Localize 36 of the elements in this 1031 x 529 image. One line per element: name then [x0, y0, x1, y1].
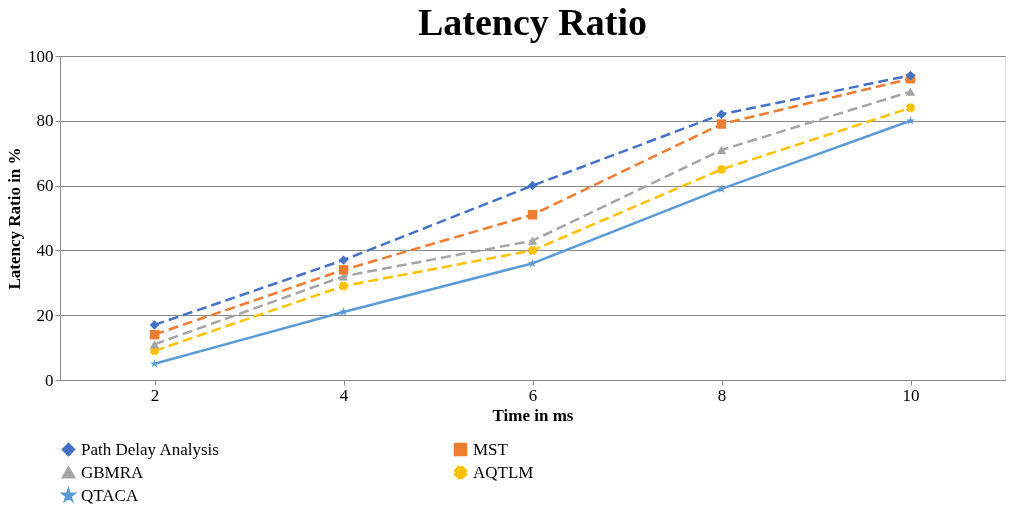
point — [527, 180, 538, 191]
point — [149, 340, 160, 349]
point — [527, 245, 538, 256]
x-tick-label: 6 — [528, 385, 538, 405]
point — [905, 87, 916, 96]
legend-label: AQTLM — [473, 462, 534, 482]
y-tick-label: 60 — [36, 176, 54, 196]
point — [905, 116, 916, 125]
legend-label: GBMRA — [81, 462, 145, 482]
point — [338, 265, 349, 275]
x-tick-label: 4 — [339, 385, 349, 405]
x-tick-label: 8 — [717, 385, 727, 405]
point — [716, 164, 727, 175]
point — [527, 210, 538, 220]
y-tick-label: 40 — [36, 240, 54, 260]
x-axis-title: Time in ms — [492, 405, 574, 425]
point — [716, 109, 727, 120]
point — [149, 320, 160, 330]
point — [338, 281, 349, 291]
point — [149, 329, 160, 340]
point — [527, 236, 538, 245]
y-tick-label: 80 — [36, 111, 54, 131]
y-axis-title: Latency Ratio in % — [5, 147, 24, 290]
x-tick-label: 2 — [150, 385, 160, 405]
y-tick-label: 100 — [28, 46, 54, 66]
point — [905, 103, 916, 113]
legend-label: MST — [473, 439, 509, 459]
x-tick-label: 10 — [902, 385, 920, 405]
legend-label: Path Delay Analysis — [81, 439, 219, 459]
y-tick-label: 20 — [36, 305, 54, 325]
y-tick-label: 0 — [45, 370, 54, 390]
point — [716, 119, 727, 129]
legend-label: QTACA — [81, 485, 139, 505]
chart-title: Latency Ratio — [417, 1, 648, 43]
point — [338, 255, 349, 265]
point — [716, 145, 727, 155]
